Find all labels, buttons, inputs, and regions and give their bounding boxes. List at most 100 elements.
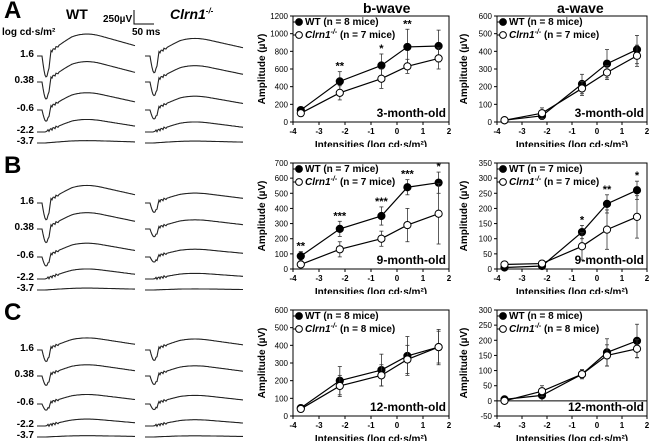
intensity-label: 1.6 [20, 196, 34, 207]
ko-data-point [632, 212, 642, 222]
x-tick-label: 2 [645, 274, 650, 283]
ko-trace [145, 219, 244, 238]
legend-marker [499, 325, 507, 333]
legend-label-wt: WT (n = 8 mice) [509, 311, 583, 322]
x-axis-label: Intensities (log cd·s/m²) [315, 287, 427, 294]
wt-data-point [632, 45, 642, 54]
y-tick-label: 300 [479, 174, 493, 183]
x-tick-label: 0 [595, 421, 600, 430]
bwave-column-title: b-wave [363, 0, 411, 16]
legend-ko-n: (n = 8 mice) [541, 324, 599, 335]
x-tick-label: -2 [543, 274, 551, 283]
y-tick-label: 500 [479, 30, 493, 39]
legend-marker [499, 312, 507, 320]
ko-data-point [335, 88, 344, 97]
ko-data-point [296, 109, 305, 118]
series-line [504, 55, 638, 121]
intensity-label: 0.38 [14, 369, 34, 380]
y-tick-label: 0 [284, 118, 289, 127]
series-line [300, 346, 439, 409]
legend-ko-n: (n = 7 mice) [337, 177, 395, 188]
legend-label-ko: Clrn1-/- (n = 7 mice) [509, 176, 599, 188]
x-tick-label: 1 [421, 274, 426, 283]
ko-trace [145, 37, 244, 74]
wt-data-point [335, 77, 344, 86]
y-tick-label: 300 [479, 306, 493, 315]
wt-data-point [602, 348, 612, 357]
y-tick-label: 100 [275, 394, 289, 403]
plot-frame [496, 309, 648, 417]
wt-data-point [434, 343, 443, 352]
intensity-label: -2.2 [16, 125, 34, 136]
x-axis-label: Intensities (log cd·s/m²) [516, 287, 628, 294]
x-axis-label: Intensities (log cd·s/m²) [516, 434, 628, 441]
wt-data-point [500, 116, 509, 125]
significance-marker: ** [603, 184, 612, 196]
ko-label: Clrn1 [170, 6, 206, 22]
wt-data-point [296, 252, 305, 261]
y-tick-label: 200 [479, 336, 493, 345]
age-label: 3-month-old [575, 106, 644, 120]
intensity-label: -0.6 [16, 250, 34, 261]
y-tick-label: 350 [479, 159, 493, 168]
scale-bar-amplitude: 250µV [103, 14, 133, 25]
ko-trace [145, 272, 243, 281]
y-tick-label: 300 [479, 65, 493, 74]
ko-trace [145, 394, 244, 411]
wt-trace-title: WT [66, 6, 88, 22]
x-tick-label: -4 [493, 274, 501, 283]
x-tick-label: 0 [595, 274, 600, 283]
x-tick-label: -3 [315, 421, 323, 430]
intensity-label: -2.2 [16, 419, 34, 430]
significance-marker: ** [297, 241, 306, 253]
ko-data-point [434, 343, 443, 352]
wt-data-point [296, 105, 305, 115]
legend-marker [499, 165, 507, 173]
wt-trace [37, 212, 136, 244]
y-tick-label: 0 [284, 412, 289, 421]
wt-trace [37, 364, 136, 387]
series-line [300, 57, 439, 114]
ko-trace [145, 365, 244, 386]
x-tick-label: -3 [315, 127, 323, 136]
y-tick-label: 200 [479, 204, 493, 213]
y-tick-label: 200 [479, 83, 493, 92]
intensity-label: -0.6 [16, 103, 34, 114]
intensity-label: 0.38 [14, 222, 34, 233]
ko-trace [145, 288, 243, 291]
y-tick-label: 400 [275, 341, 289, 350]
panel-letter-a: A [4, 0, 22, 24]
x-tick-label: 2 [645, 421, 650, 430]
legend-ko-n: (n = 7 mice) [337, 30, 395, 41]
legend-ko-n: (n = 7 mice) [541, 177, 599, 188]
ko-data-point [602, 351, 612, 360]
wt-data-point [537, 261, 547, 271]
x-tick-label: -3 [518, 127, 526, 136]
plot-frame [496, 162, 648, 270]
age-label: 9-month-old [575, 253, 644, 267]
wt-data-point [403, 42, 412, 52]
significance-marker: * [436, 161, 441, 173]
wt-trace [37, 287, 135, 291]
wt-data-point [377, 211, 386, 221]
legend-label-wt: WT (n = 8 mice) [305, 17, 379, 28]
x-tick-label: -2 [543, 421, 551, 430]
ko-trace-title: Clrn1-/- [170, 6, 213, 22]
x-tick-label: -4 [493, 421, 501, 430]
wt-data-point [577, 227, 587, 237]
x-tick-label: -1 [367, 274, 375, 283]
x-tick-label: 1 [620, 274, 625, 283]
ko-data-point [434, 54, 443, 63]
intensity-label: -3.7 [16, 283, 34, 294]
plot-frame [292, 15, 450, 123]
x-tick-label: -4 [289, 274, 297, 283]
wt-trace [37, 435, 135, 438]
ko-trace [145, 419, 243, 428]
erg-traces-row-b [37, 184, 244, 291]
legend-label-ko: Clrn1-/- (n = 8 mice) [305, 323, 395, 335]
wt-data-point [500, 263, 509, 272]
wt-data-point [602, 199, 612, 208]
legend-label-wt: WT (n = 8 mice) [509, 17, 583, 28]
x-tick-label: -4 [289, 127, 297, 136]
